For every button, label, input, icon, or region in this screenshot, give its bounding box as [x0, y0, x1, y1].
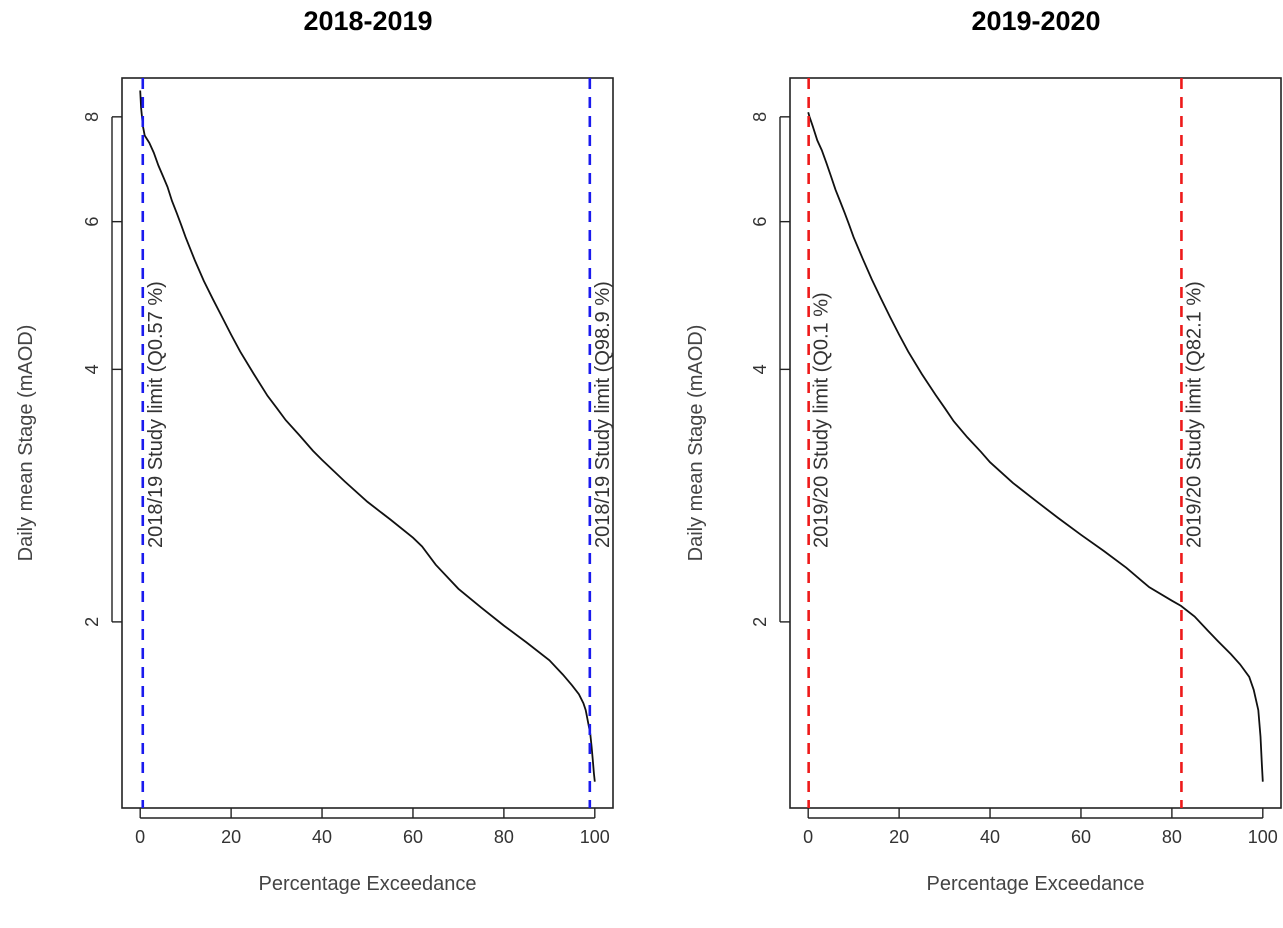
y-tick-label: 8 — [750, 112, 770, 122]
y-axis-label: Daily mean Stage (mAOD) — [685, 325, 707, 562]
x-tick-label: 40 — [312, 827, 332, 847]
chart-title: 2019-2020 — [971, 6, 1100, 36]
y-tick-label: 6 — [82, 217, 102, 227]
exceedance-curve — [807, 112, 1264, 782]
x-tick-label: 20 — [221, 827, 241, 847]
y-axis-label: Daily mean Stage (mAOD) — [15, 325, 37, 562]
study-limit-label: 2019/20 Study limit (Q82.1 %) — [1183, 281, 1205, 548]
y-tick-label: 4 — [82, 364, 102, 374]
x-tick-label: 0 — [803, 827, 813, 847]
x-tick-label: 20 — [889, 827, 909, 847]
x-axis-label: Percentage Exceedance — [259, 873, 477, 895]
study-limit-label: 2018/19 Study limit (Q0.57 %) — [145, 281, 167, 548]
study-limit-label: 2019/20 Study limit (Q0.1 %) — [811, 292, 833, 548]
x-tick-label: 80 — [494, 827, 514, 847]
chart-title: 2018-2019 — [303, 6, 432, 36]
x-tick-label: 0 — [135, 827, 145, 847]
panel-2018-2019: 2018-2019 0 20 40 60 80 100 2 4 6 8 Percentage Exce… — [15, 6, 614, 895]
x-tick-label: 60 — [1071, 827, 1091, 847]
plot-frame — [789, 77, 1282, 809]
plot-frame — [121, 77, 614, 809]
y-tick-label: 8 — [82, 112, 102, 122]
y-tick-label: 2 — [82, 617, 102, 627]
y-tick-label: 6 — [750, 217, 770, 227]
x-tick-label: 40 — [980, 827, 1000, 847]
panel-2019-2020: 2019-2020 0 20 40 60 80 100 2 4 6 8 Percentage Exce… — [685, 6, 1282, 895]
exceedance-curve — [139, 90, 596, 782]
x-tick-label: 100 — [1248, 827, 1278, 847]
x-axis-label: Percentage Exceedance — [927, 873, 1145, 895]
y-tick-label: 2 — [750, 617, 770, 627]
x-tick-label: 100 — [580, 827, 610, 847]
y-tick-label: 4 — [750, 364, 770, 374]
study-limit-label: 2018/19 Study limit (Q98.9 %) — [592, 281, 614, 548]
x-tick-label: 60 — [403, 827, 423, 847]
x-tick-label: 80 — [1162, 827, 1182, 847]
